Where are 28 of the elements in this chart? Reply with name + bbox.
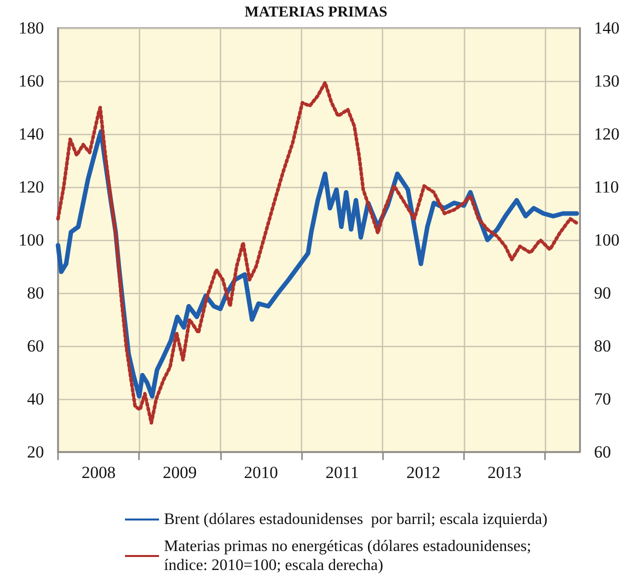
y2-tick-label: 130 [594, 72, 620, 90]
y2-tick-label: 120 [594, 124, 620, 144]
chart-title: MATERIAS PRIMAS [244, 4, 388, 20]
x-tick-label: 2009 [162, 463, 197, 482]
line-series [56, 80, 579, 425]
y-tick-label: 80 [27, 284, 44, 302]
y2-tick-label: 60 [594, 442, 611, 462]
y2-tick-label: 100 [594, 230, 620, 250]
x-tick-label: 2010 [244, 463, 278, 482]
x-tick-label: 2008 [82, 463, 116, 482]
y-tick-label: 60 [27, 336, 44, 356]
y-tick-label: 100 [18, 230, 44, 250]
y-tick-label: 20 [27, 442, 44, 462]
y-tick-label: 140 [18, 124, 44, 144]
y2-tick-label: 90 [594, 284, 611, 302]
y-tick-label: 120 [18, 178, 44, 196]
y2-tick-label: 140 [594, 18, 620, 38]
x-tick-label: 2013 [488, 463, 522, 482]
x-tick-label: 2012 [406, 463, 440, 482]
x-tick-label: 2011 [325, 463, 359, 482]
y-tick-label: 180 [18, 18, 44, 38]
y-tick-label: 40 [27, 390, 44, 408]
y2-tick-label: 110 [594, 178, 619, 196]
legend-label: Brent (dólares estadounidenses por barril; escala izquierda) [164, 511, 548, 528]
y2-tick-label: 80 [594, 336, 611, 356]
legend-label: Materias primas no energéticas (dólares estadounidenses; índice: 2010=100; escala derecha) [164, 538, 536, 574]
y2-tick-label: 70 [594, 390, 611, 408]
y-tick-label: 160 [18, 72, 44, 90]
